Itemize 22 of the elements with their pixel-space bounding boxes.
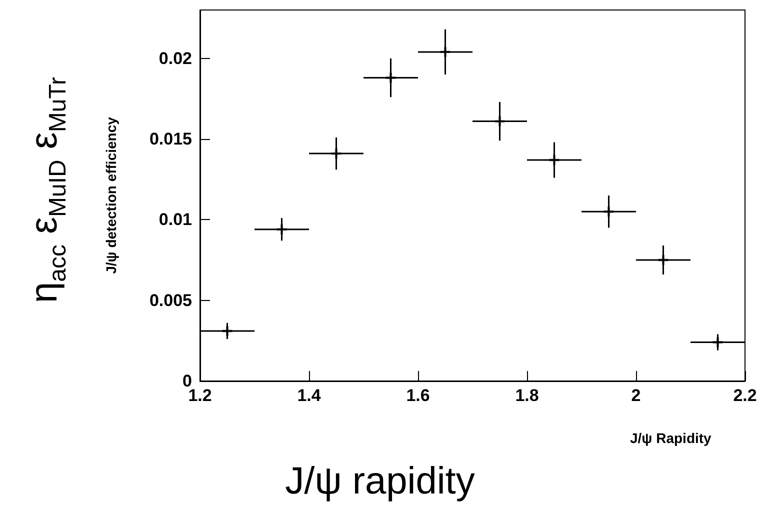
x-tick-label: 1.8 <box>515 386 539 405</box>
x-axis-title: J/ψ Rapidity <box>630 430 712 446</box>
point <box>386 72 396 83</box>
point <box>222 326 232 336</box>
point <box>712 337 723 348</box>
point <box>494 116 505 126</box>
y-tick-label: 0.02 <box>158 48 192 68</box>
point <box>604 206 614 217</box>
point <box>276 224 287 234</box>
y-tick-label: 0.01 <box>158 210 192 230</box>
point <box>658 255 668 266</box>
text: J/ψ rapidity <box>285 460 475 504</box>
y-axis-title: J/ψ detection efficiency <box>103 116 119 274</box>
point <box>549 155 560 166</box>
x-tick-label: 1.6 <box>406 386 430 405</box>
y-tick-label: 0.005 <box>149 290 192 310</box>
point <box>440 46 450 57</box>
x-tick-label: 2 <box>631 386 641 405</box>
x-tick-label: 2.2 <box>733 386 757 405</box>
y-tick-label: 0.015 <box>149 130 192 149</box>
point <box>331 148 342 159</box>
x-tick-label: 1.4 <box>297 386 322 405</box>
